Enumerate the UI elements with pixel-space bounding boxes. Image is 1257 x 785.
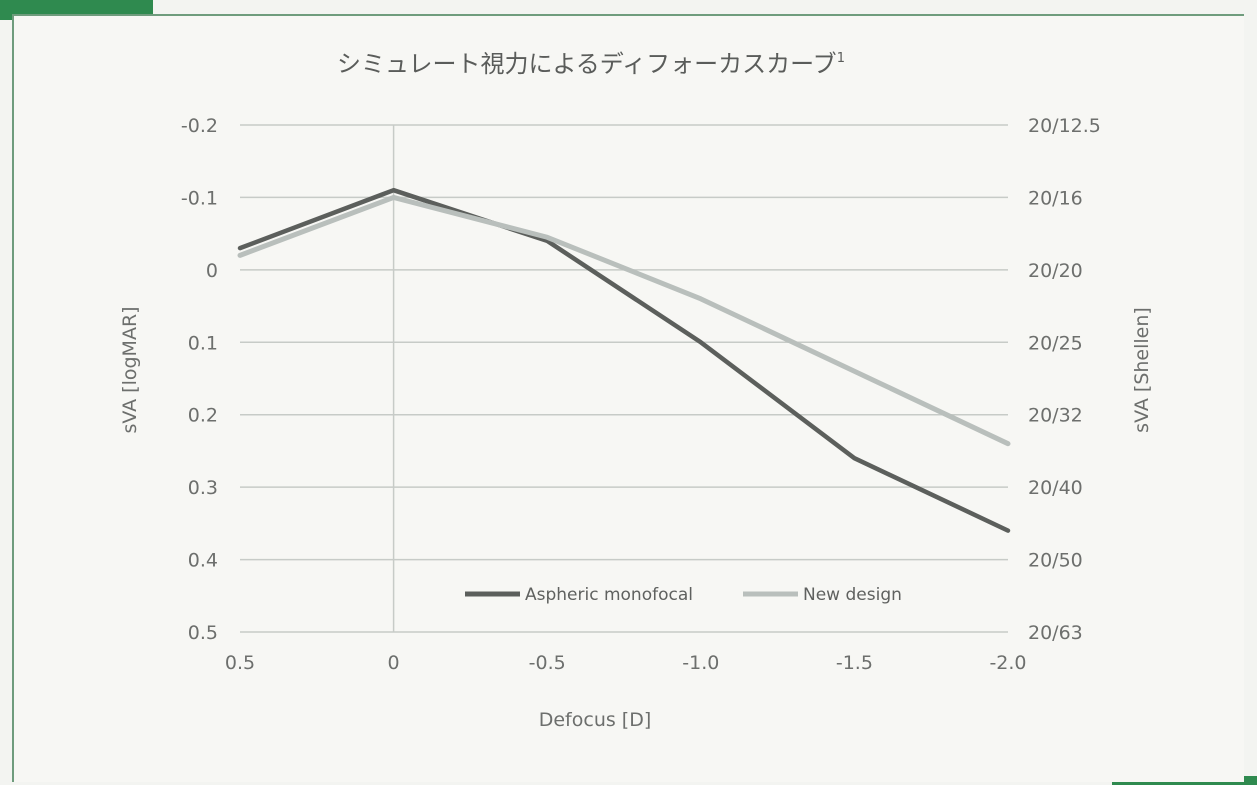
y-tick-right-7: 20/63 xyxy=(1028,622,1083,644)
chart-frame xyxy=(12,14,1244,782)
y-tick-left-6: 0.4 xyxy=(188,550,218,572)
legend-label-new-design: New design xyxy=(803,585,902,605)
right-y-axis-label: sVA [Shellen] xyxy=(1131,307,1153,433)
x-axis-ticks: 0.5 0 -0.5 -1.0 -1.5 -2.0 xyxy=(225,652,1027,674)
y-tick-right-2: 20/20 xyxy=(1028,260,1083,282)
series-line-new-design xyxy=(237,194,1011,447)
legend: Aspheric monofocal New design xyxy=(465,585,902,605)
y-tick-left-5: 0.3 xyxy=(188,477,218,499)
y-tick-right-5: 20/40 xyxy=(1028,477,1083,499)
y-tick-right-3: 20/25 xyxy=(1028,332,1083,354)
y-tick-left-3: 0.1 xyxy=(188,332,218,354)
y-tick-right-4: 20/32 xyxy=(1028,405,1083,427)
y-tick-right-0: 20/12.5 xyxy=(1028,115,1101,137)
left-y-axis-ticks: -0.2 -0.1 0 0.1 0.2 0.3 0.4 0.5 xyxy=(181,115,218,644)
series-lines xyxy=(237,187,1011,533)
y-tick-left-4: 0.2 xyxy=(188,405,218,427)
gridlines xyxy=(240,124,1008,633)
y-tick-left-0: -0.2 xyxy=(181,115,218,137)
legend-label-aspheric: Aspheric monofocal xyxy=(525,585,693,605)
x-tick-1: 0 xyxy=(388,652,400,674)
chart-title: シミュレート視力によるディフォーカスカーブ1 xyxy=(337,50,845,78)
series-line-aspheric-monofocal xyxy=(237,187,1011,533)
y-tick-left-2: 0 xyxy=(206,260,218,282)
x-tick-5: -2.0 xyxy=(989,652,1026,674)
y-tick-left-7: 0.5 xyxy=(188,622,218,644)
x-tick-2: -0.5 xyxy=(529,652,566,674)
x-tick-0: 0.5 xyxy=(225,652,255,674)
left-y-axis-label: sVA [logMAR] xyxy=(119,306,141,433)
x-tick-3: -1.0 xyxy=(682,652,719,674)
y-tick-left-1: -0.1 xyxy=(181,187,218,209)
x-tick-4: -1.5 xyxy=(836,652,873,674)
y-tick-right-6: 20/50 xyxy=(1028,550,1083,572)
title-footnote-mark: 1 xyxy=(837,51,845,66)
x-axis-label: Defocus [D] xyxy=(539,709,652,731)
y-tick-right-1: 20/16 xyxy=(1028,187,1083,209)
right-y-axis-ticks: 20/12.5 20/16 20/20 20/25 20/32 20/40 20/50 20/… xyxy=(1028,115,1101,644)
